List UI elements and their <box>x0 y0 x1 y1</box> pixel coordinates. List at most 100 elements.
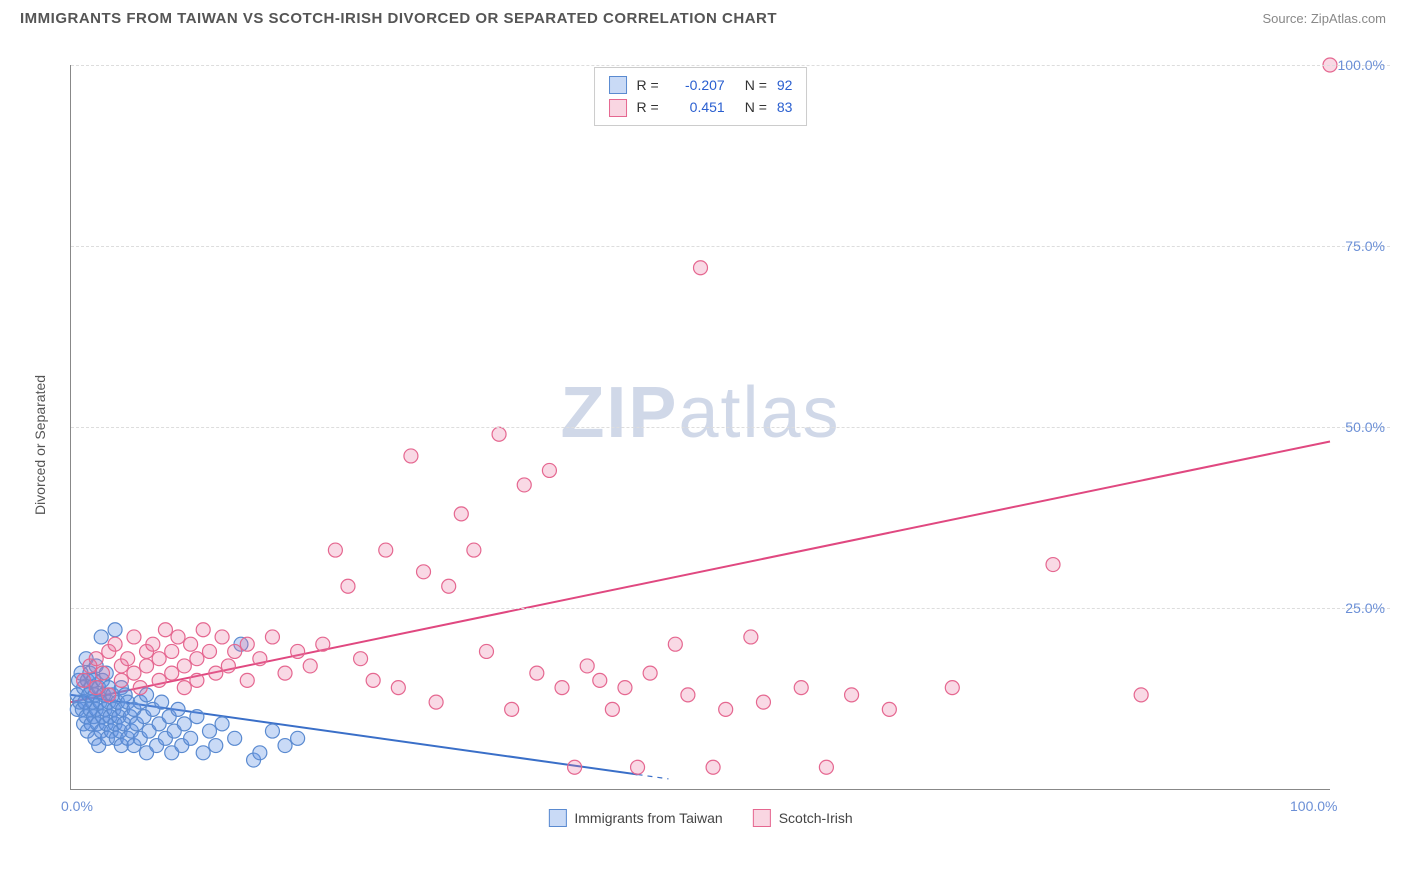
data-point <box>165 666 179 680</box>
data-point <box>845 688 859 702</box>
data-point <box>819 760 833 774</box>
data-point <box>417 565 431 579</box>
data-point <box>454 507 468 521</box>
data-point <box>240 637 254 651</box>
series-legend: Immigrants from Taiwan Scotch-Irish <box>548 809 852 827</box>
data-point <box>643 666 657 680</box>
data-point <box>379 543 393 557</box>
gridline <box>71 65 1390 66</box>
data-point <box>177 717 191 731</box>
data-point <box>221 659 235 673</box>
legend-row-blue: R = -0.207 N = 92 <box>609 74 793 96</box>
data-point <box>265 630 279 644</box>
ytick-label: 100.0% <box>1338 57 1385 73</box>
data-point <box>391 681 405 695</box>
data-point <box>291 731 305 745</box>
data-point <box>429 695 443 709</box>
data-point <box>202 644 216 658</box>
data-point <box>278 666 292 680</box>
data-point <box>190 652 204 666</box>
data-point <box>94 630 108 644</box>
data-point <box>190 673 204 687</box>
data-point <box>605 702 619 716</box>
data-point <box>794 681 808 695</box>
data-point <box>177 659 191 673</box>
data-point <box>184 637 198 651</box>
ytick-label: 25.0% <box>1345 600 1385 616</box>
data-point <box>366 673 380 687</box>
data-point <box>694 261 708 275</box>
data-point <box>442 579 456 593</box>
legend-row-pink: R = 0.451 N = 83 <box>609 96 793 118</box>
data-point <box>127 666 141 680</box>
data-point <box>177 681 191 695</box>
data-point <box>681 688 695 702</box>
data-point <box>253 652 267 666</box>
data-point <box>467 543 481 557</box>
data-point <box>240 673 254 687</box>
data-point <box>303 659 317 673</box>
data-point <box>114 673 128 687</box>
data-point <box>631 760 645 774</box>
xtick-label: 0.0% <box>61 798 93 814</box>
data-point <box>228 644 242 658</box>
trend-line-dashed <box>638 775 669 779</box>
legend-item-pink: Scotch-Irish <box>753 809 853 827</box>
data-point <box>202 724 216 738</box>
data-point <box>158 623 172 637</box>
r-label: R = <box>637 96 659 118</box>
swatch-blue-icon <box>609 76 627 94</box>
data-point <box>1046 558 1060 572</box>
chart-title: IMMIGRANTS FROM TAIWAN VS SCOTCH-IRISH D… <box>20 10 777 27</box>
r-value-pink: 0.451 <box>669 96 725 118</box>
data-point <box>706 760 720 774</box>
data-point <box>668 637 682 651</box>
data-point <box>196 746 210 760</box>
gridline <box>71 427 1390 428</box>
data-point <box>756 695 770 709</box>
data-point <box>77 673 91 687</box>
data-point <box>184 731 198 745</box>
data-point <box>215 717 229 731</box>
chart-container: Divorced or Separated ZIPatlas R = -0.20… <box>50 50 1390 840</box>
swatch-pink-icon <box>753 809 771 827</box>
n-label: N = <box>745 96 767 118</box>
data-point <box>341 579 355 593</box>
data-point <box>517 478 531 492</box>
correlation-legend: R = -0.207 N = 92 R = 0.451 N = 83 <box>594 67 808 126</box>
data-point <box>568 760 582 774</box>
legend-label-blue: Immigrants from Taiwan <box>574 810 722 826</box>
plot-area: ZIPatlas R = -0.207 N = 92 R = 0.451 N =… <box>70 65 1330 790</box>
data-point <box>228 731 242 745</box>
gridline <box>71 608 1390 609</box>
data-point <box>882 702 896 716</box>
n-value-blue: 92 <box>777 74 793 96</box>
data-point <box>945 681 959 695</box>
data-point <box>171 630 185 644</box>
legend-label-pink: Scotch-Irish <box>779 810 853 826</box>
r-label: R = <box>637 74 659 96</box>
data-point <box>108 637 122 651</box>
data-point <box>542 463 556 477</box>
data-point <box>155 695 169 709</box>
data-point <box>102 688 116 702</box>
source-attribution: Source: ZipAtlas.com <box>1262 11 1386 26</box>
data-point <box>530 666 544 680</box>
data-point <box>146 637 160 651</box>
data-point <box>618 681 632 695</box>
data-point <box>152 652 166 666</box>
data-point <box>719 702 733 716</box>
data-point <box>479 644 493 658</box>
data-point <box>593 673 607 687</box>
data-point <box>95 666 109 680</box>
data-point <box>196 623 210 637</box>
data-point <box>316 637 330 651</box>
data-point <box>505 702 519 716</box>
y-axis-label: Divorced or Separated <box>32 375 48 515</box>
data-point <box>127 630 141 644</box>
data-point <box>171 702 185 716</box>
data-point <box>354 652 368 666</box>
data-point <box>555 681 569 695</box>
data-point <box>291 644 305 658</box>
data-point <box>492 427 506 441</box>
